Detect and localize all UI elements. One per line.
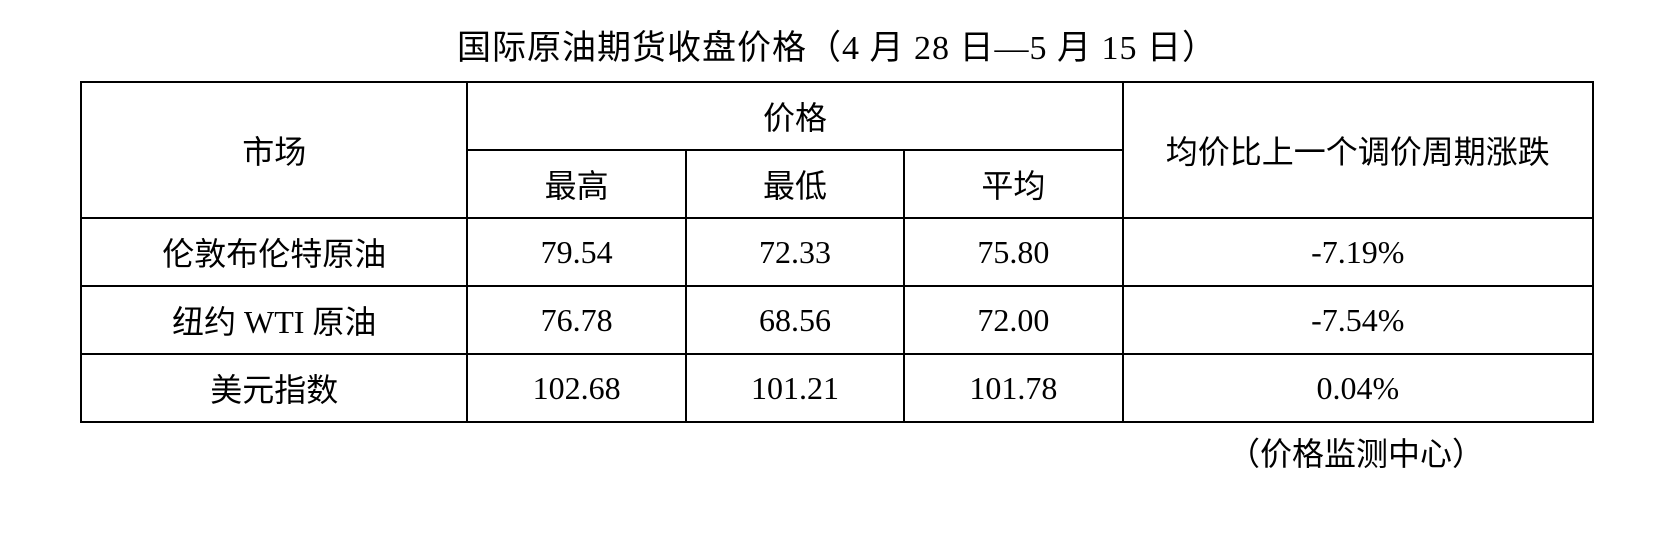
oil-price-table: 市场 价格 均价比上一个调价周期涨跌 最高 最低 平均 伦敦布伦特原油 79.5… — [80, 81, 1594, 423]
footer-note: （价格监测中心） — [80, 429, 1594, 475]
cell-low: 72.33 — [686, 218, 904, 286]
cell-high: 76.78 — [467, 286, 685, 354]
table-row: 伦敦布伦特原油 79.54 72.33 75.80 -7.19% — [81, 218, 1593, 286]
table-title: 国际原油期货收盘价格（4 月 28 日—5 月 15 日） — [80, 20, 1594, 69]
cell-avg: 75.80 — [904, 218, 1122, 286]
cell-market: 美元指数 — [81, 354, 467, 422]
header-low: 最低 — [686, 150, 904, 218]
cell-high: 102.68 — [467, 354, 685, 422]
header-market: 市场 — [81, 82, 467, 218]
cell-low: 101.21 — [686, 354, 904, 422]
cell-change: -7.19% — [1123, 218, 1593, 286]
header-avg: 平均 — [904, 150, 1122, 218]
cell-avg: 101.78 — [904, 354, 1122, 422]
cell-change: 0.04% — [1123, 354, 1593, 422]
table-header-row-1: 市场 价格 均价比上一个调价周期涨跌 — [81, 82, 1593, 150]
cell-market: 伦敦布伦特原油 — [81, 218, 467, 286]
cell-low: 68.56 — [686, 286, 904, 354]
table-row: 纽约 WTI 原油 76.78 68.56 72.00 -7.54% — [81, 286, 1593, 354]
header-change: 均价比上一个调价周期涨跌 — [1123, 82, 1593, 218]
cell-market: 纽约 WTI 原油 — [81, 286, 467, 354]
cell-avg: 72.00 — [904, 286, 1122, 354]
header-price-group: 价格 — [467, 82, 1122, 150]
header-high: 最高 — [467, 150, 685, 218]
table-row: 美元指数 102.68 101.21 101.78 0.04% — [81, 354, 1593, 422]
cell-change: -7.54% — [1123, 286, 1593, 354]
cell-high: 79.54 — [467, 218, 685, 286]
